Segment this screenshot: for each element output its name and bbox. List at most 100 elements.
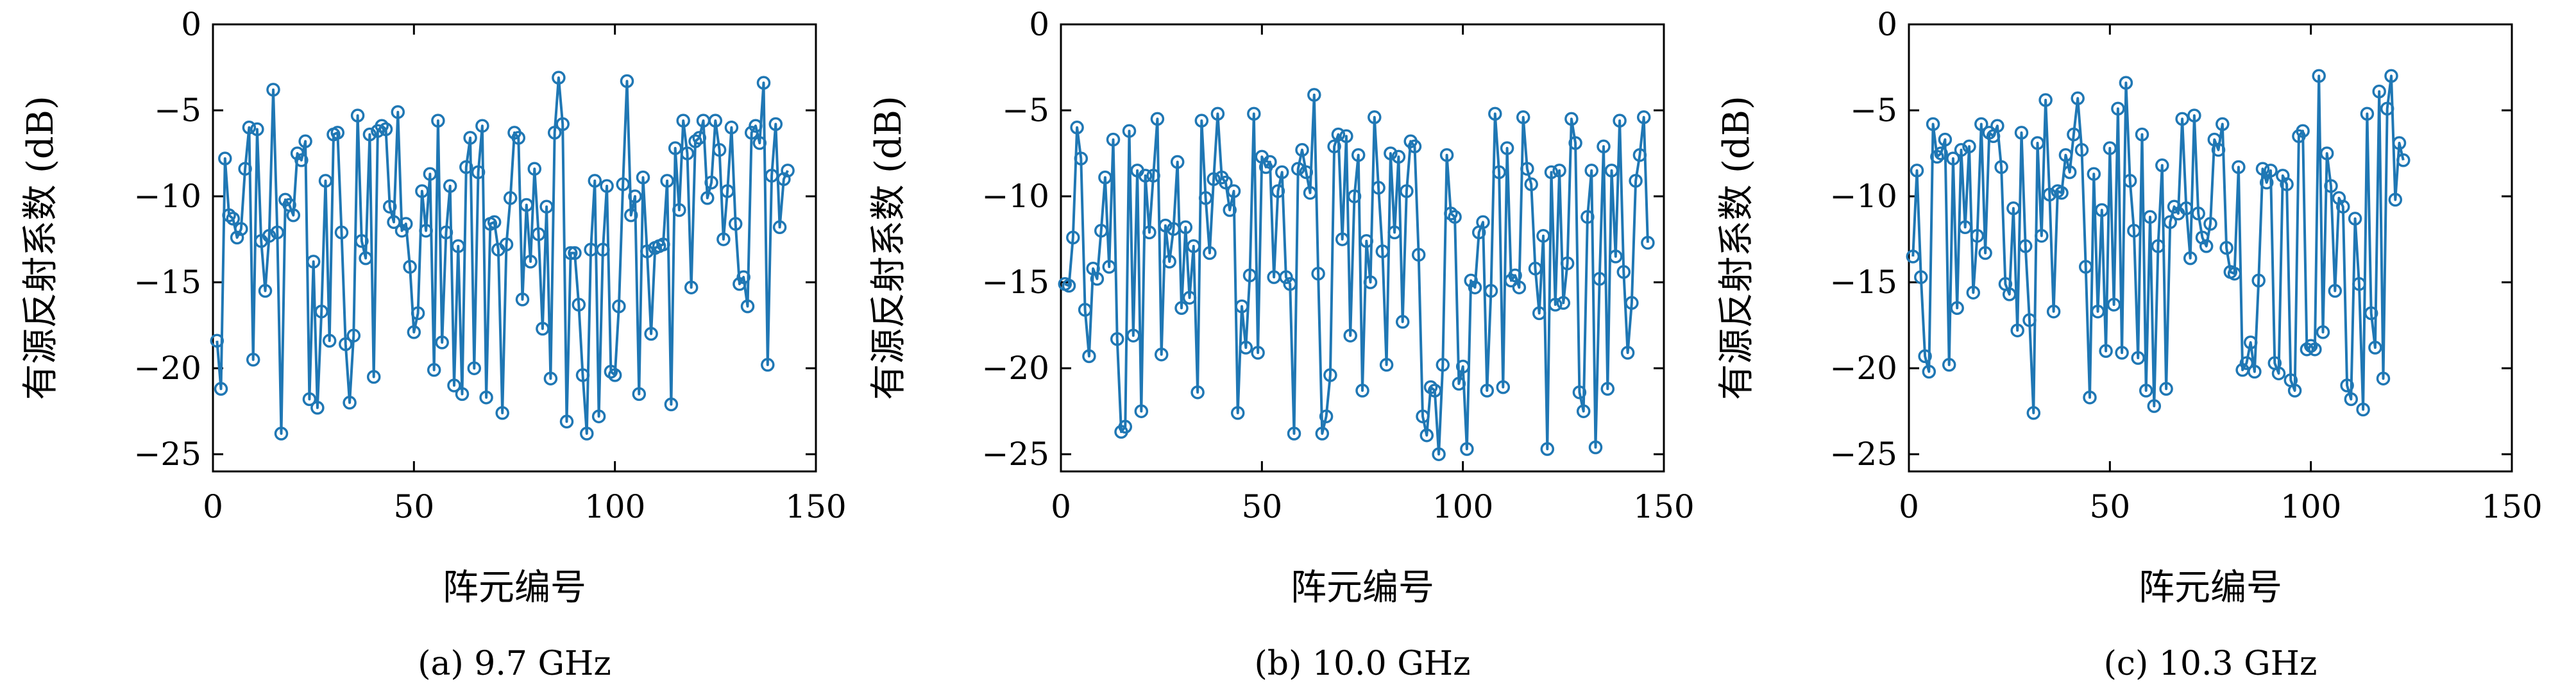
data-point	[2127, 223, 2141, 238]
x-tick-label: 50	[394, 488, 435, 525]
data-point	[467, 361, 482, 375]
data-point	[700, 191, 715, 205]
data-point	[250, 122, 264, 137]
data-point	[1922, 364, 1936, 379]
series-line	[216, 76, 789, 435]
y-tick-label: −5	[154, 92, 201, 129]
data-point	[2348, 212, 2362, 226]
data-point	[2038, 93, 2053, 107]
data-point	[2119, 76, 2133, 90]
data-point	[2199, 239, 2214, 253]
data-point	[523, 255, 538, 269]
data-point	[1588, 440, 1603, 455]
data-point	[1934, 146, 1948, 160]
y-tick-label: −15	[133, 264, 201, 301]
x-tick-label: 100	[2280, 488, 2341, 525]
data-point	[668, 141, 682, 155]
x-tick-label: 0	[1051, 488, 1071, 525]
data-point	[2344, 392, 2359, 407]
chart-panel-a: 0 50 100 150 0 −5 −10 −15 −20 −25 阵元编号 有源反射系数 (dB) (…	[20, 6, 847, 683]
data-point	[620, 74, 634, 89]
data-point	[568, 246, 582, 260]
data-point	[1604, 164, 1619, 178]
data-point	[447, 378, 461, 393]
data-point	[479, 390, 493, 405]
y-tick-label: −15	[981, 264, 1049, 301]
data-point	[1187, 239, 1201, 253]
data-point	[1082, 349, 1096, 364]
data-point	[1906, 249, 1920, 264]
plot-frame	[1060, 23, 1665, 473]
data-point	[2280, 177, 2294, 192]
data-point	[1078, 303, 1092, 317]
data-point	[306, 255, 321, 269]
data-point	[439, 225, 453, 240]
data-point	[2175, 112, 2189, 126]
data-point	[680, 146, 695, 160]
data-point	[604, 364, 618, 379]
data-point	[1198, 191, 1213, 205]
y-axis-label: 有源反射系数 (dB)	[868, 96, 910, 400]
x-tick-label: 50	[1242, 488, 1283, 525]
data-point	[660, 174, 674, 188]
data-point	[1351, 148, 1366, 162]
data-point	[1468, 280, 1482, 294]
data-point	[1532, 306, 1546, 321]
x-tick-label: 150	[785, 488, 846, 525]
data-point	[1616, 265, 1631, 279]
data-point	[1291, 162, 1305, 176]
data-point	[607, 368, 622, 382]
data-point	[2014, 126, 2029, 140]
data-point	[330, 126, 345, 140]
data-point	[378, 122, 393, 137]
data-point	[503, 191, 518, 205]
chart-panel-b: 0 50 100 150 0 −5 −10 −15 −20 −25 阵元编号 有源反射系数 (dB) (…	[868, 6, 1695, 683]
data-point	[1375, 244, 1390, 258]
data-point	[1411, 248, 1426, 262]
data-point	[2083, 390, 2097, 405]
plot-frame	[212, 23, 817, 473]
data-point	[1247, 106, 1261, 121]
data-point	[234, 222, 248, 236]
data-point	[2384, 69, 2398, 83]
data-point	[2392, 136, 2407, 150]
data-point	[359, 251, 373, 266]
data-point	[274, 427, 289, 441]
data-point	[1295, 142, 1309, 157]
data-point	[1379, 358, 1394, 372]
data-point	[1287, 427, 1301, 441]
y-tick-label: −15	[1829, 264, 1897, 301]
data-point	[1347, 189, 1362, 203]
data-point	[451, 239, 466, 253]
data-point	[423, 167, 437, 181]
data-point	[1597, 139, 1611, 154]
data-point	[1178, 220, 1193, 235]
data-point	[443, 179, 457, 193]
data-point	[487, 215, 502, 230]
data-point	[676, 114, 690, 128]
data-point	[1343, 328, 1357, 342]
data-point	[2191, 207, 2205, 221]
data-point	[2163, 215, 2178, 230]
data-point	[1150, 112, 1165, 126]
data-point	[1592, 272, 1607, 286]
data-point	[419, 223, 433, 238]
data-point	[1452, 376, 1466, 391]
data-point	[2026, 406, 2041, 420]
data-point	[314, 304, 328, 319]
data-point	[2380, 101, 2394, 116]
data-point	[2328, 283, 2343, 298]
data-point	[1363, 275, 1378, 289]
data-point	[1230, 406, 1245, 420]
data-point	[2324, 179, 2338, 193]
data-point	[2155, 158, 2169, 173]
data-point	[310, 401, 325, 415]
data-point	[1384, 146, 1398, 160]
data-point	[455, 387, 470, 402]
data-point	[1564, 112, 1579, 126]
data-point	[1407, 139, 1422, 154]
x-tick-label: 100	[584, 488, 645, 525]
data-point	[2071, 91, 2085, 106]
data-point	[1464, 273, 1478, 288]
data-point	[1146, 169, 1160, 183]
